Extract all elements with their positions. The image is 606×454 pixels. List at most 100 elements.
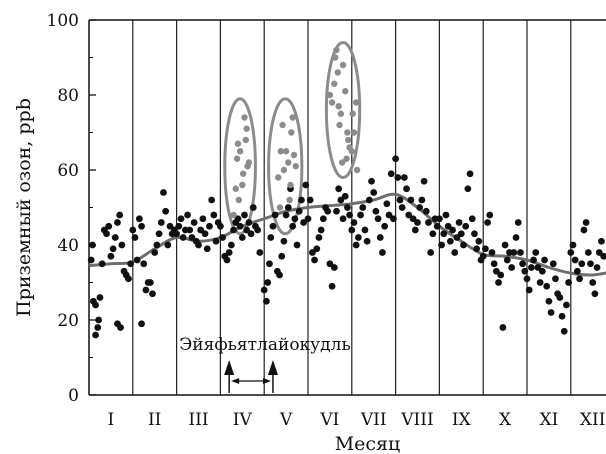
- highlight-data-point: [232, 185, 239, 192]
- data-point: [591, 290, 599, 298]
- annotation-arrow-head: [267, 360, 278, 375]
- data-point: [335, 185, 343, 193]
- data-point: [92, 301, 99, 309]
- data-point: [217, 222, 224, 230]
- x-tick-label: VII: [360, 410, 387, 430]
- data-point: [449, 226, 456, 234]
- data-point: [96, 294, 104, 301]
- data-point: [249, 204, 257, 211]
- y-tick-label: 40: [57, 236, 79, 256]
- data-point: [225, 249, 233, 256]
- data-point: [400, 174, 408, 181]
- data-point: [598, 237, 605, 245]
- highlight-data-point: [275, 174, 282, 181]
- y-axis-title: Приземный озон, ppb: [13, 98, 35, 317]
- highlight-data-point: [337, 110, 345, 117]
- data-point: [411, 226, 419, 234]
- data-point: [162, 207, 170, 215]
- data-point: [600, 252, 606, 260]
- highlight-data-point: [285, 159, 292, 166]
- highlight-data-point: [343, 155, 350, 162]
- data-point: [317, 226, 325, 234]
- x-axis-month-labels: I II III IV V VI VII VIII IX X XI XII: [108, 410, 606, 430]
- data-point: [142, 286, 150, 294]
- data-point: [383, 200, 391, 208]
- data-point: [256, 249, 264, 256]
- highlight-data-point: [339, 61, 347, 69]
- data-point: [414, 219, 421, 226]
- data-point: [330, 264, 338, 271]
- data-point: [280, 237, 288, 245]
- annotation: Эйяфьятлайокудль: [179, 335, 351, 393]
- data-point: [140, 260, 148, 268]
- data-point: [543, 282, 551, 290]
- data-point: [525, 286, 533, 294]
- data-point: [298, 196, 305, 204]
- data-point: [109, 245, 117, 253]
- annotation-arrow-head: [224, 360, 235, 375]
- data-point: [284, 204, 292, 211]
- data-point: [311, 256, 318, 264]
- data-point: [302, 181, 310, 189]
- data-point: [87, 256, 95, 264]
- highlight-data-point: [338, 159, 346, 166]
- highlight-data-point: [245, 159, 253, 166]
- data-point: [490, 260, 498, 268]
- data-point: [210, 211, 218, 219]
- highlight-data-point: [331, 54, 339, 61]
- data-point: [295, 207, 303, 215]
- data-point: [460, 241, 467, 249]
- data-point: [175, 222, 183, 230]
- data-point: [451, 249, 459, 256]
- y-tick-label: 20: [57, 311, 79, 331]
- data-point: [503, 256, 511, 264]
- smooth-curve: [88, 192, 606, 277]
- x-tick-label: IX: [452, 410, 472, 430]
- data-points: [87, 46, 606, 339]
- data-point: [319, 215, 327, 223]
- data-point: [127, 260, 135, 268]
- y-axis-ticks: 0 20 40 60 80 100: [47, 11, 96, 406]
- data-point: [576, 275, 583, 283]
- data-point: [266, 260, 273, 268]
- data-point: [212, 237, 220, 245]
- highlight-data-point: [239, 170, 247, 177]
- x-tick-label: IV: [233, 410, 253, 430]
- x-tick-label: III: [188, 410, 208, 430]
- data-point: [462, 222, 470, 230]
- data-point: [89, 241, 96, 249]
- data-point: [359, 204, 367, 211]
- highlight-data-point: [287, 181, 294, 189]
- data-point: [186, 226, 194, 234]
- data-point: [473, 245, 481, 253]
- data-point: [466, 170, 474, 178]
- data-point: [514, 219, 522, 226]
- data-point: [512, 234, 520, 241]
- data-point: [563, 301, 570, 309]
- data-point: [98, 260, 106, 268]
- data-point: [278, 252, 286, 260]
- data-point: [440, 230, 448, 238]
- data-point: [390, 215, 397, 223]
- data-point: [587, 260, 594, 268]
- data-point: [446, 237, 454, 245]
- data-point: [190, 219, 198, 226]
- highlight-data-point: [234, 140, 242, 147]
- data-point: [352, 241, 360, 249]
- y-tick-label: 0: [68, 386, 79, 406]
- data-point: [376, 234, 384, 241]
- data-point: [370, 189, 378, 196]
- x-axis-title: Месяц: [335, 433, 401, 454]
- data-point: [236, 222, 244, 230]
- data-point: [538, 267, 546, 275]
- data-point: [344, 204, 351, 211]
- data-point: [484, 219, 491, 226]
- data-point: [151, 249, 159, 256]
- data-point: [313, 245, 321, 253]
- highlight-data-point: [342, 88, 349, 95]
- data-point: [379, 249, 386, 256]
- data-point: [269, 222, 277, 230]
- data-point: [499, 324, 507, 331]
- highlight-data-point: [239, 181, 246, 189]
- data-point: [155, 230, 163, 238]
